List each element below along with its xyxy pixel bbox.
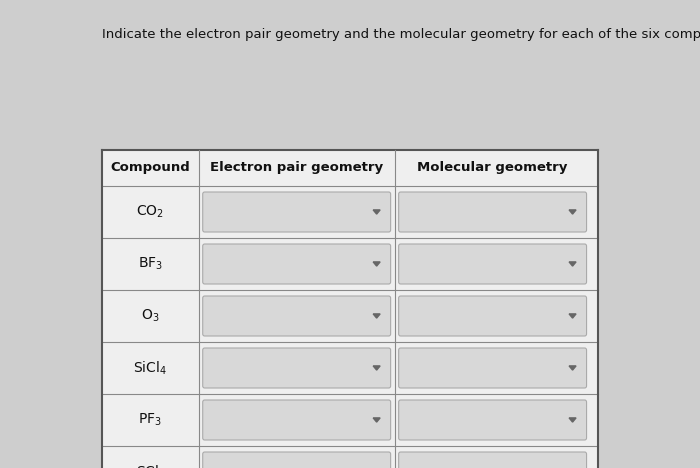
Text: Indicate the electron pair geometry and the molecular geometry for each of the s: Indicate the electron pair geometry and … xyxy=(102,28,700,41)
Text: CO$_2$: CO$_2$ xyxy=(136,204,164,220)
Text: PF$_3$: PF$_3$ xyxy=(139,412,162,428)
Polygon shape xyxy=(102,150,598,468)
FancyBboxPatch shape xyxy=(398,192,587,232)
Text: BF$_3$: BF$_3$ xyxy=(138,256,163,272)
FancyBboxPatch shape xyxy=(203,452,391,468)
Text: SCl$_2$: SCl$_2$ xyxy=(136,463,165,468)
Text: Molecular geometry: Molecular geometry xyxy=(417,161,568,175)
Polygon shape xyxy=(373,418,380,422)
Polygon shape xyxy=(569,418,576,422)
Text: SiCl$_4$: SiCl$_4$ xyxy=(134,359,167,377)
FancyBboxPatch shape xyxy=(398,244,587,284)
Polygon shape xyxy=(569,262,576,266)
Polygon shape xyxy=(373,210,380,214)
FancyBboxPatch shape xyxy=(203,400,391,440)
Polygon shape xyxy=(373,262,380,266)
FancyBboxPatch shape xyxy=(203,192,391,232)
Text: O$_3$: O$_3$ xyxy=(141,308,160,324)
Polygon shape xyxy=(569,210,576,214)
Polygon shape xyxy=(569,366,576,370)
Text: Electron pair geometry: Electron pair geometry xyxy=(210,161,383,175)
FancyBboxPatch shape xyxy=(203,348,391,388)
FancyBboxPatch shape xyxy=(398,452,587,468)
Text: Compound: Compound xyxy=(111,161,190,175)
FancyBboxPatch shape xyxy=(398,296,587,336)
FancyBboxPatch shape xyxy=(203,244,391,284)
FancyBboxPatch shape xyxy=(398,400,587,440)
FancyBboxPatch shape xyxy=(203,296,391,336)
FancyBboxPatch shape xyxy=(398,348,587,388)
Polygon shape xyxy=(373,366,380,370)
Polygon shape xyxy=(569,314,576,318)
Polygon shape xyxy=(373,314,380,318)
